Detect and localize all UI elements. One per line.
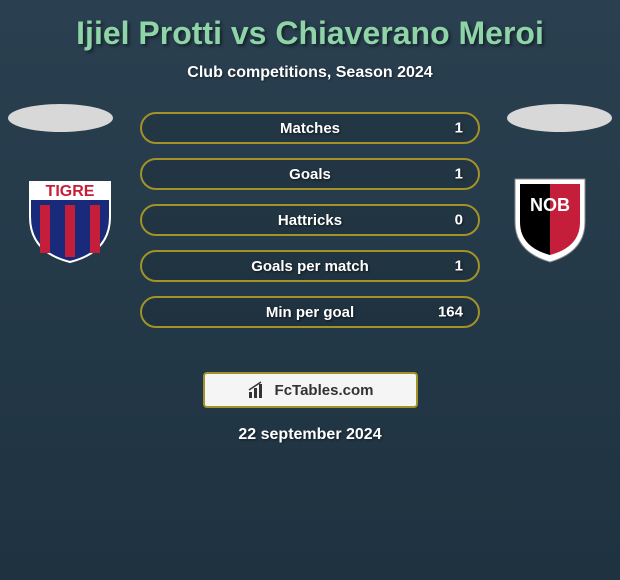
chart-icon (247, 380, 267, 400)
stat-label: Goals per match (251, 258, 369, 275)
tigre-badge-icon: TIGRE (20, 167, 120, 267)
stat-row: Min per goal 164 (140, 296, 480, 328)
stat-label: Hattricks (278, 212, 342, 229)
stat-label: Goals (289, 166, 331, 183)
stat-value: 1 (455, 258, 463, 275)
svg-text:TIGRE: TIGRE (46, 183, 95, 200)
main-container: Ijiel Protti vs Chiaverano Meroi Club co… (0, 0, 620, 580)
stat-value: 1 (455, 166, 463, 183)
brand-badge[interactable]: FcTables.com (203, 372, 418, 408)
stats-main-area: TIGRE NOB Matches 1 Goals (0, 112, 620, 362)
stat-label: Matches (280, 120, 340, 137)
stats-list: Matches 1 Goals 1 Hattricks 0 Goals per … (140, 112, 480, 342)
stat-label: Min per goal (266, 304, 354, 321)
stat-row: Goals per match 1 (140, 250, 480, 282)
stat-value: 0 (455, 212, 463, 229)
left-team-badge: TIGRE (20, 167, 120, 267)
subtitle: Club competitions, Season 2024 (0, 64, 620, 82)
stat-row: Hattricks 0 (140, 204, 480, 236)
stat-value: 164 (438, 304, 463, 321)
nob-badge-icon: NOB (500, 167, 600, 267)
stat-value: 1 (455, 120, 463, 137)
right-team-badge: NOB (500, 167, 600, 267)
page-title: Ijiel Protti vs Chiaverano Meroi (0, 15, 620, 52)
left-shadow-oval (8, 104, 113, 132)
right-shadow-oval (507, 104, 612, 132)
stat-row: Matches 1 (140, 112, 480, 144)
brand-text: FcTables.com (275, 382, 374, 399)
date-text: 22 september 2024 (0, 426, 620, 444)
svg-text:NOB: NOB (530, 195, 570, 215)
stat-row: Goals 1 (140, 158, 480, 190)
